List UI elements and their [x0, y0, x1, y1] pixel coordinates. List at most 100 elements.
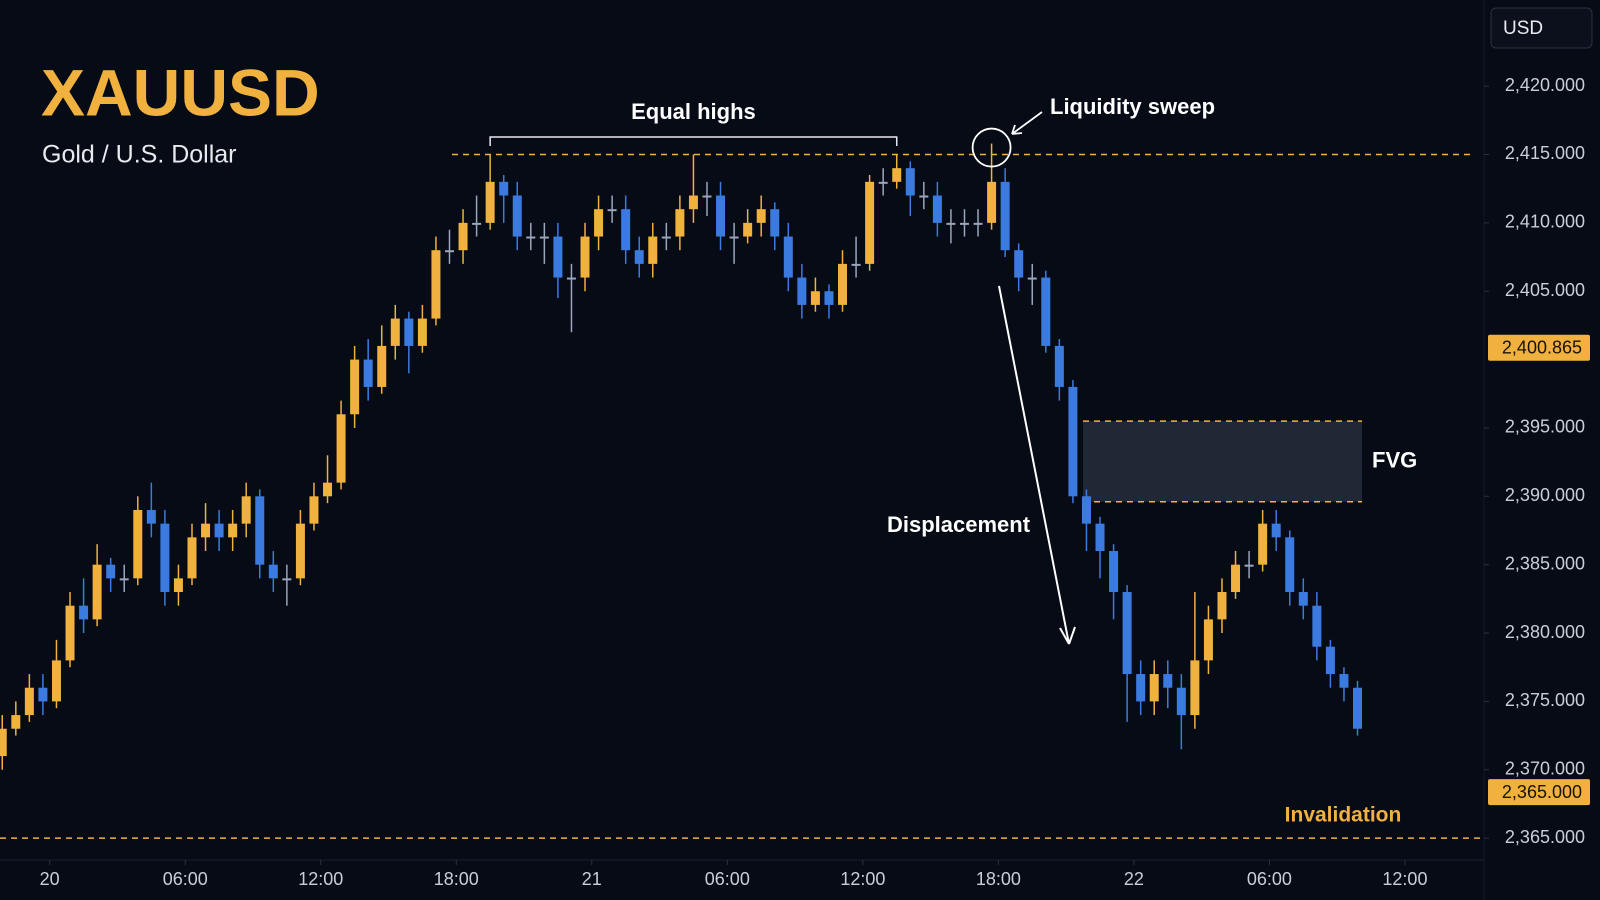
candle-body: [1244, 564, 1254, 567]
candle-body: [634, 250, 644, 264]
chart-subtitle: Gold / U.S. Dollar: [42, 141, 237, 169]
fvg-label: FVG: [1372, 447, 1417, 472]
invalidation-value-label: 2,365.000: [1502, 782, 1582, 802]
candle-body: [729, 236, 739, 239]
candle-body: [932, 195, 942, 223]
last-price-badge: [1488, 334, 1590, 361]
candle-body: [363, 359, 373, 387]
candle-body: [1176, 687, 1186, 716]
candle-body: [1163, 674, 1173, 688]
candle-body: [377, 345, 387, 387]
candle-body: [119, 578, 129, 581]
candle-body: [51, 660, 61, 702]
candle-body: [580, 236, 590, 278]
candle-body: [675, 209, 685, 237]
candle-body: [65, 605, 75, 661]
x-tick-label: 06:00: [1247, 869, 1292, 889]
candle-body: [241, 496, 251, 524]
y-tick-label: 2,370.000: [1505, 759, 1585, 779]
y-tick-label: 2,415.000: [1505, 143, 1585, 163]
candle-body: [716, 195, 726, 237]
candle-body: [444, 250, 454, 253]
candle-body: [431, 250, 441, 319]
candle-body: [0, 728, 7, 757]
y-tick-label: 2,390.000: [1505, 485, 1585, 505]
candle-body: [201, 523, 211, 538]
candle-body: [553, 236, 563, 278]
candle-body: [865, 181, 875, 264]
candle-body: [824, 291, 834, 305]
candle-body: [594, 209, 604, 237]
x-tick-label: 12:00: [1382, 869, 1427, 889]
candle-body: [661, 236, 671, 239]
candle-body: [1190, 660, 1200, 716]
candle-body: [1258, 523, 1268, 565]
candle-body: [770, 209, 780, 237]
y-tick-label: 2,380.000: [1505, 622, 1585, 642]
equal-highs-bracket: [489, 136, 898, 146]
y-tick-label: 2,385.000: [1505, 553, 1585, 573]
x-tick-label: 06:00: [705, 869, 750, 889]
candle-body: [173, 578, 183, 593]
candle-body: [1027, 277, 1037, 280]
candle-body: [526, 236, 536, 239]
candle-body: [1325, 646, 1335, 675]
candle-body: [539, 236, 549, 239]
candle-body: [187, 537, 197, 579]
equal-highs-label: Equal highs: [631, 99, 756, 124]
candle-body: [1203, 619, 1213, 661]
candle-body: [905, 168, 915, 196]
x-tick-label: 06:00: [163, 869, 208, 889]
y-tick-label: 2,420.000: [1505, 75, 1585, 95]
candle-body: [499, 181, 509, 196]
candle-body: [756, 209, 766, 223]
sweep-circle: [971, 127, 1012, 168]
sweep-arrow: [1011, 111, 1043, 135]
candle-body: [892, 168, 902, 182]
currency-box[interactable]: [1490, 7, 1593, 49]
candle-body: [309, 496, 319, 524]
y-tick-label: 2,365.000: [1505, 827, 1585, 847]
candle-body: [1285, 537, 1295, 593]
candle-body: [1041, 277, 1051, 346]
candle-body: [702, 195, 712, 198]
x-tick-label: 22: [1124, 869, 1144, 889]
candle-body: [133, 509, 143, 579]
x-tick-label: 20: [40, 869, 60, 889]
candle-body: [1054, 345, 1064, 387]
candle-body: [79, 605, 89, 620]
candle-body: [472, 222, 482, 225]
candle-body: [946, 222, 956, 225]
candle-body: [566, 277, 576, 280]
candle-body: [1122, 592, 1132, 675]
candle-body: [1000, 181, 1010, 251]
candle-body: [146, 509, 156, 524]
currency[interactable]: USD: [1503, 18, 1543, 39]
candle-body: [1068, 386, 1078, 497]
x-tick-label: 12:00: [840, 869, 885, 889]
candle-body: [160, 523, 170, 593]
candle-body: [743, 222, 753, 237]
candle-body: [959, 222, 969, 225]
liquidity-sweep-label: Liquidity sweep: [1050, 94, 1215, 119]
candle-body: [648, 236, 658, 264]
candle-body: [417, 318, 427, 346]
plot: [0, 85, 1489, 865]
candle-body: [1339, 674, 1349, 688]
candle-body: [1271, 523, 1281, 538]
candle-body: [1081, 496, 1091, 524]
candle-body: [295, 523, 305, 579]
candle-body: [797, 277, 807, 305]
last-price-label: 2,400.865: [1502, 338, 1582, 358]
candle-body: [92, 564, 102, 620]
candle-body: [838, 263, 848, 305]
y-tick-label: 2,375.000: [1505, 690, 1585, 710]
candle-body: [1109, 551, 1119, 593]
candle-body: [268, 564, 278, 579]
y-tick-label: 2,405.000: [1505, 280, 1585, 300]
candle-body: [1095, 523, 1105, 552]
candle-body: [987, 181, 997, 223]
candle-body: [1136, 674, 1146, 702]
invalidation-label: Invalidation: [1285, 804, 1402, 827]
